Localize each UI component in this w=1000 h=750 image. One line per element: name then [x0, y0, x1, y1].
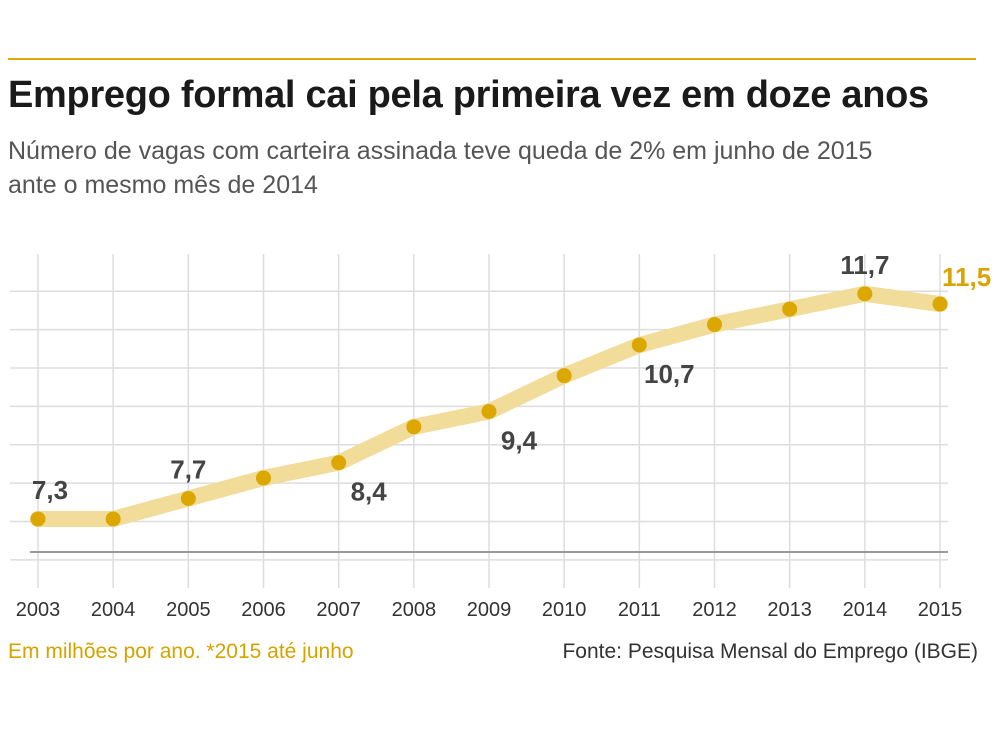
data-point	[631, 337, 647, 353]
data-point	[406, 419, 422, 435]
data-label: 9,4	[501, 426, 538, 456]
data-point	[857, 286, 873, 302]
x-axis-labels: 2003 2004 2005 2006 2007 2008 2009 2010 2011 2012…	[16, 599, 963, 621]
data-label: 8,4	[351, 477, 388, 507]
x-tick-label: 2003	[16, 599, 61, 621]
x-tick-label: 2013	[767, 599, 812, 621]
data-label: 7,7	[170, 454, 206, 484]
x-tick-label: 2010	[542, 599, 587, 621]
x-tick-label: 2012	[692, 599, 737, 621]
x-tick-label: 2004	[91, 599, 136, 621]
data-point	[481, 404, 497, 419]
x-tick-label: 2014	[843, 599, 888, 621]
series	[30, 285, 948, 527]
chart-subtitle: Número de vagas com carteira assinada te…	[8, 137, 873, 199]
data-point	[256, 470, 271, 486]
data-point	[782, 301, 798, 317]
data-point	[556, 368, 572, 384]
data-point	[707, 317, 722, 333]
x-tick-label: 2007	[316, 599, 361, 621]
chart-title: Emprego formal cai pela primeira vez em …	[8, 74, 929, 116]
x-tick-label: 2011	[618, 599, 661, 621]
data-point	[105, 511, 121, 527]
x-tick-label: 2009	[467, 599, 512, 621]
line-chart: 2003 2004 2005 2006 2007 2008 2009 2010 2011 2012…	[10, 250, 991, 621]
data-label: 7,3	[32, 475, 68, 505]
data-label: 10,7	[644, 359, 695, 389]
x-tick-label: 2006	[241, 599, 286, 621]
data-label: 11,5	[942, 262, 991, 292]
source-note: Fonte: Pesquisa Mensal do Emprego (IBGE)	[562, 640, 978, 663]
data-point	[331, 455, 347, 471]
data-point	[932, 296, 948, 312]
data-label: 11,7	[840, 250, 889, 280]
units-note: Em milhões por ano. *2015 até junho	[8, 640, 354, 663]
data-point	[30, 511, 46, 527]
data-labels: 7,3 7,7 8,4 9,4 10,7 11,7 11,5	[32, 250, 991, 507]
x-tick-label: 2015	[918, 599, 963, 621]
data-point	[180, 490, 196, 506]
top-rule	[8, 58, 976, 60]
x-tick-label: 2008	[392, 599, 437, 621]
x-tick-label: 2005	[166, 599, 211, 621]
